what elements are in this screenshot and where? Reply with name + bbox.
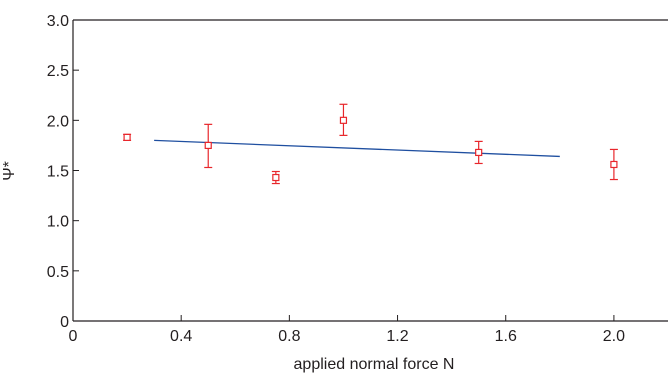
y-tick-label: 2.5 — [47, 63, 69, 80]
y-tick-label: 1.0 — [47, 214, 69, 231]
point-marker — [610, 160, 618, 169]
point-marker — [475, 148, 483, 157]
data-point — [204, 123, 213, 169]
y-tick-label: 0.5 — [47, 264, 69, 281]
x-tick-label: 0.8 — [278, 328, 300, 345]
y-axis-label: Ψ* — [1, 161, 18, 181]
data-point — [474, 140, 483, 165]
fit-line-group — [154, 139, 560, 158]
point-marker — [339, 116, 348, 124]
x-tick-label: 1.6 — [495, 328, 517, 345]
x-axis-label: applied normal force N — [294, 356, 455, 373]
data-point — [271, 170, 280, 185]
data-point — [609, 148, 618, 181]
x-tick-label: 2.0 — [603, 328, 625, 345]
x-tick-label: 1.2 — [386, 328, 408, 345]
y-axis-ticks: 0 0.5 1.0 1.5 2.0 2.5 3.0 — [47, 13, 79, 331]
point-marker — [123, 133, 131, 141]
y-tick-label: 2.0 — [47, 113, 69, 130]
axes — [72, 19, 668, 322]
x-axis-ticks: 0 0.4 0.8 1.2 1.6 2.0 — [69, 315, 625, 345]
point-marker — [272, 173, 280, 182]
data-points — [123, 103, 618, 185]
fit-line — [154, 139, 560, 158]
data-point — [123, 133, 132, 141]
data-point — [339, 103, 348, 136]
point-marker — [204, 141, 212, 150]
x-tick-label: 0.4 — [170, 328, 192, 345]
y-tick-label: 3.0 — [47, 13, 69, 30]
y-tick-label: 0 — [60, 314, 69, 331]
y-tick-label: 1.5 — [47, 164, 69, 181]
x-tick-label: 0 — [69, 328, 78, 345]
